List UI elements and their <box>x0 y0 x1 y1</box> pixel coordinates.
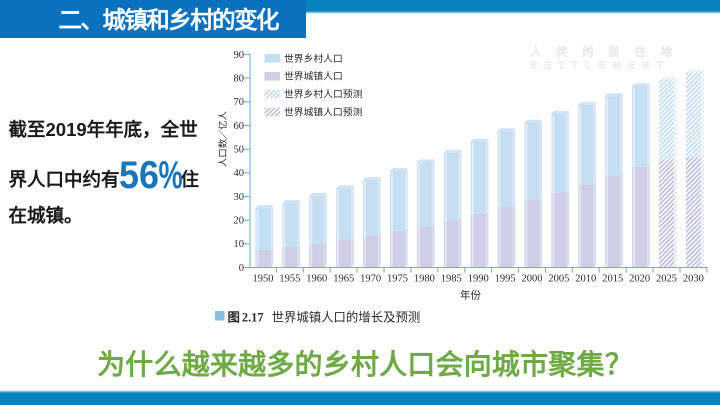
svg-text:80: 80 <box>234 73 245 84</box>
svg-text:1975: 1975 <box>387 274 408 285</box>
svg-text:人口数／亿人: 人口数／亿人 <box>217 111 229 167</box>
svg-text:1965: 1965 <box>333 274 354 285</box>
svg-text:世界乡村人口: 世界乡村人口 <box>284 52 343 65</box>
svg-text:2025: 2025 <box>656 274 677 285</box>
svg-text:人类的居住地: 人类的居住地 <box>530 45 687 59</box>
svg-text:20: 20 <box>234 216 245 227</box>
svg-text:1985: 1985 <box>441 274 462 285</box>
svg-text:1990: 1990 <box>468 274 489 285</box>
svg-text:1950: 1950 <box>253 274 274 285</box>
svg-text:SETTLEMENT: SETTLEMENT <box>530 60 670 72</box>
svg-text:2030: 2030 <box>683 274 704 285</box>
svg-text:2010: 2010 <box>575 274 596 285</box>
svg-text:30: 30 <box>234 192 245 203</box>
svg-text:2020: 2020 <box>629 274 650 285</box>
svg-text:50: 50 <box>234 145 245 156</box>
svg-text:90: 90 <box>234 50 245 61</box>
svg-text:2000: 2000 <box>522 274 543 285</box>
svg-text:2005: 2005 <box>548 274 569 285</box>
svg-text:40: 40 <box>234 168 245 179</box>
svg-text:世界城镇人口: 世界城镇人口 <box>284 70 343 83</box>
svg-text:1960: 1960 <box>306 274 327 285</box>
svg-text:2015: 2015 <box>602 274 623 285</box>
svg-text:1955: 1955 <box>279 274 300 285</box>
svg-text:60: 60 <box>234 121 245 132</box>
svg-text:0: 0 <box>239 263 244 274</box>
svg-text:世界乡村人口预测: 世界乡村人口预测 <box>284 88 363 101</box>
svg-text:10: 10 <box>234 239 245 250</box>
svg-text:1970: 1970 <box>360 274 381 285</box>
svg-text:年份: 年份 <box>460 288 481 301</box>
svg-text:1980: 1980 <box>414 274 435 285</box>
svg-text:70: 70 <box>234 97 245 108</box>
svg-text:世界城镇人口预测: 世界城镇人口预测 <box>284 106 363 119</box>
svg-text:1995: 1995 <box>495 274 516 285</box>
